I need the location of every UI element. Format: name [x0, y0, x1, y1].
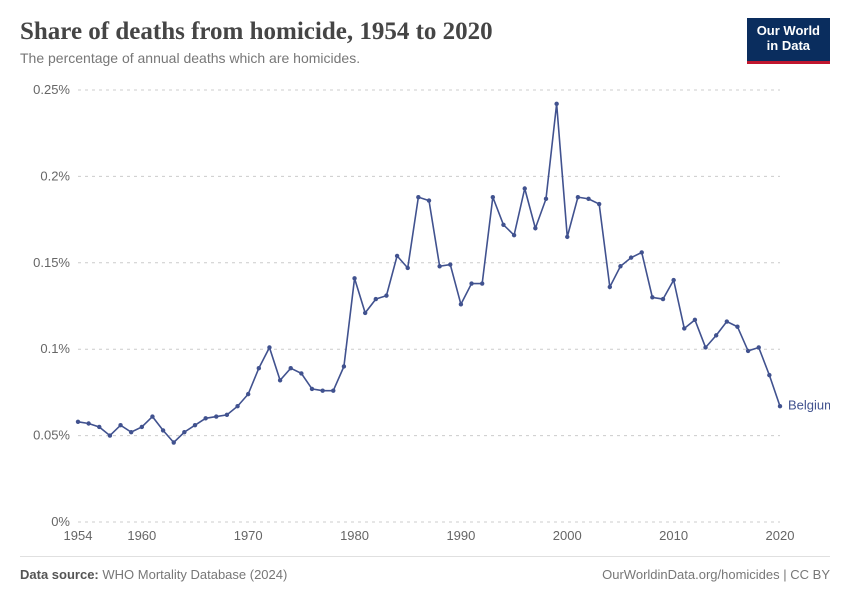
series-marker	[384, 293, 388, 297]
y-axis-label: 0.1%	[40, 341, 70, 356]
series-marker	[448, 262, 452, 266]
series-marker	[150, 414, 154, 418]
header: Our World in Data Share of deaths from h…	[20, 18, 830, 66]
series-marker	[320, 388, 324, 392]
series-end-label: Belgium	[788, 398, 830, 413]
series-marker	[565, 235, 569, 239]
x-axis-label: 1990	[446, 528, 475, 543]
series-marker	[703, 345, 707, 349]
series-marker	[714, 333, 718, 337]
series-marker	[650, 295, 654, 299]
series-marker	[278, 378, 282, 382]
footer: Data source: WHO Mortality Database (202…	[20, 556, 830, 582]
series-line	[78, 104, 780, 443]
series-marker	[459, 302, 463, 306]
series-marker	[118, 423, 122, 427]
license: CC BY	[790, 567, 830, 582]
series-marker	[108, 433, 112, 437]
data-source-value: WHO Mortality Database (2024)	[102, 567, 287, 582]
x-axis-label: 1980	[340, 528, 369, 543]
y-axis-label: 0.2%	[40, 168, 70, 183]
x-axis-label: 1970	[234, 528, 263, 543]
series-marker	[193, 423, 197, 427]
series-marker	[416, 195, 420, 199]
series-marker	[480, 281, 484, 285]
chart-container: Our World in Data Share of deaths from h…	[0, 0, 850, 600]
owid-logo: Our World in Data	[747, 18, 830, 64]
attribution-url: OurWorldinData.org/homicides	[602, 567, 780, 582]
series-marker	[757, 345, 761, 349]
series-marker	[172, 440, 176, 444]
y-axis-label: 0%	[51, 514, 70, 529]
y-axis-label: 0.15%	[33, 255, 70, 270]
series-marker	[406, 266, 410, 270]
series-marker	[427, 198, 431, 202]
series-marker	[342, 364, 346, 368]
series-marker	[608, 285, 612, 289]
x-axis-label: 1960	[127, 528, 156, 543]
series-marker	[86, 421, 90, 425]
chart-title: Share of deaths from homicide, 1954 to 2…	[20, 18, 830, 46]
y-axis-label: 0.25%	[33, 82, 70, 97]
series-marker	[363, 311, 367, 315]
series-marker	[235, 404, 239, 408]
series-marker	[725, 319, 729, 323]
line-chart-svg: 0% 0.05% 0.1% 0.15% 0.2% 0.25% 1954 1960 1970 198…	[20, 80, 830, 550]
x-axis-label: 2000	[553, 528, 582, 543]
series-marker	[544, 197, 548, 201]
x-axis-label: 1954	[64, 528, 93, 543]
series-marker	[331, 388, 335, 392]
logo-line2: in Data	[767, 38, 810, 53]
attribution: OurWorldinData.org/homicides | CC BY	[602, 567, 830, 582]
series-marker	[735, 325, 739, 329]
series-marker	[140, 425, 144, 429]
series-marker	[289, 366, 293, 370]
series-marker	[767, 373, 771, 377]
x-axis-label: 2010	[659, 528, 688, 543]
series-marker	[469, 281, 473, 285]
series-marker	[76, 420, 80, 424]
series-marker	[214, 414, 218, 418]
chart-area: 0% 0.05% 0.1% 0.15% 0.2% 0.25% 1954 1960 1970 198…	[20, 80, 830, 550]
series-marker	[586, 197, 590, 201]
series-marker	[501, 223, 505, 227]
series-marker	[746, 349, 750, 353]
series-marker	[597, 202, 601, 206]
series-marker	[491, 195, 495, 199]
series-marker	[661, 297, 665, 301]
series-marker	[129, 430, 133, 434]
series-marker	[267, 345, 271, 349]
chart-subtitle: The percentage of annual deaths which ar…	[20, 50, 830, 66]
series-marker	[671, 278, 675, 282]
logo-line1: Our World	[757, 23, 820, 38]
series-marker	[374, 297, 378, 301]
x-axis-label: 2020	[766, 528, 795, 543]
series-marker	[533, 226, 537, 230]
data-source: Data source: WHO Mortality Database (202…	[20, 567, 287, 582]
series-marker	[693, 318, 697, 322]
series-marker	[246, 392, 250, 396]
series-marker	[203, 416, 207, 420]
series-marker	[576, 195, 580, 199]
series-marker	[682, 326, 686, 330]
series-marker	[310, 387, 314, 391]
series-marker	[395, 254, 399, 258]
series-marker	[640, 250, 644, 254]
series-marker	[299, 371, 303, 375]
series-marker	[257, 366, 261, 370]
series-marker	[97, 425, 101, 429]
series-marker	[161, 428, 165, 432]
series-marker	[225, 413, 229, 417]
series-marker	[618, 264, 622, 268]
series-marker	[437, 264, 441, 268]
series-marker	[523, 186, 527, 190]
y-axis-label: 0.05%	[33, 428, 70, 443]
series-marker	[352, 276, 356, 280]
series-marker	[554, 102, 558, 106]
series-marker	[629, 255, 633, 259]
series-marker	[778, 404, 782, 408]
series-marker	[182, 430, 186, 434]
series-marker	[512, 233, 516, 237]
data-source-label: Data source:	[20, 567, 99, 582]
